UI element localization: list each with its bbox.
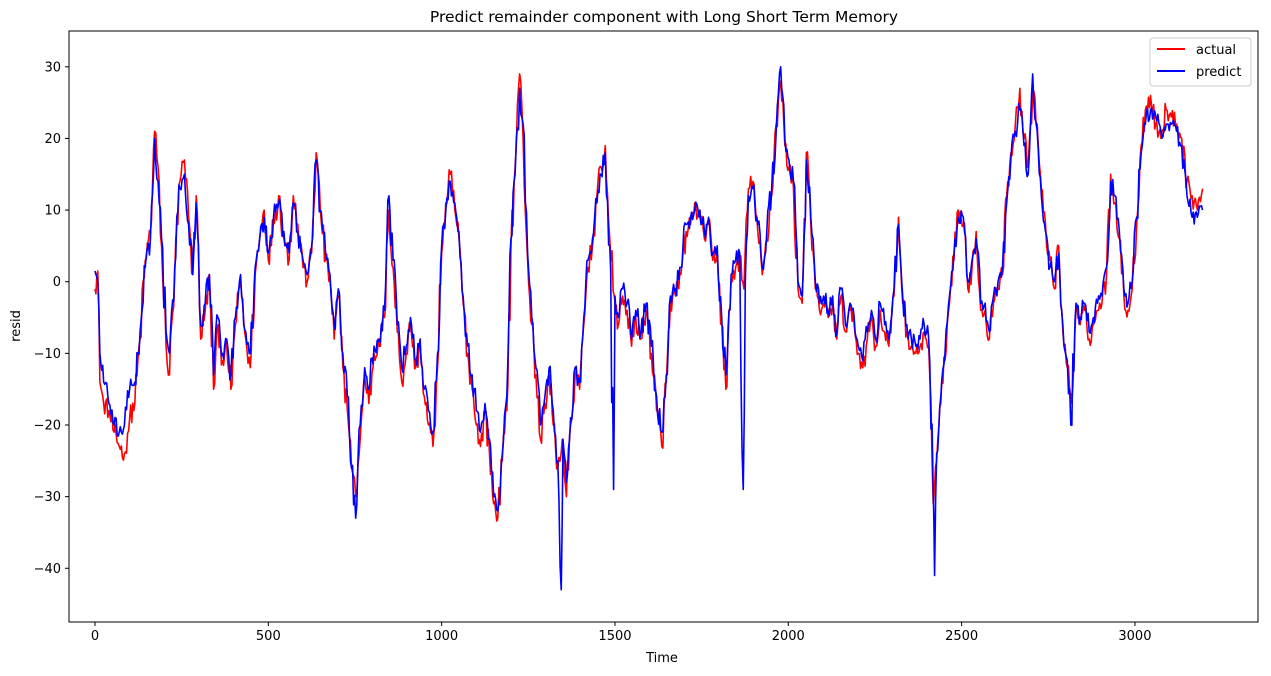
y-tick-label: −30 bbox=[34, 490, 61, 505]
y-axis-label: resid bbox=[9, 310, 24, 342]
y-tick-label: 30 bbox=[44, 60, 61, 75]
y-tick-label: 10 bbox=[44, 204, 61, 219]
x-tick-label: 500 bbox=[256, 629, 281, 644]
y-axis: −40 −30 −20 −10 0 10 20 30 bbox=[34, 60, 69, 577]
y-tick-label: −10 bbox=[34, 347, 61, 362]
chart-title: Predict remainder component with Long Sh… bbox=[430, 8, 898, 26]
x-tick-label: 3000 bbox=[1118, 629, 1151, 644]
x-axis: 0 500 1000 1500 2000 2500 3000 bbox=[91, 622, 1151, 644]
x-tick-label: 2500 bbox=[945, 629, 978, 644]
legend: actual predict bbox=[1149, 37, 1252, 87]
y-tick-label: −20 bbox=[34, 419, 61, 434]
plot-frame bbox=[68, 30, 1259, 623]
y-tick-label: 20 bbox=[44, 132, 61, 147]
legend-label-actual: actual bbox=[1196, 43, 1236, 58]
x-axis-label: Time bbox=[645, 651, 678, 666]
x-tick-label: 2000 bbox=[772, 629, 805, 644]
series-line-predict bbox=[94, 66, 1204, 591]
plot-area bbox=[68, 30, 1259, 623]
legend-label-predict: predict bbox=[1196, 65, 1241, 80]
y-tick-label: 0 bbox=[53, 275, 61, 290]
x-tick-label: 1500 bbox=[598, 629, 631, 644]
x-tick-label: 1000 bbox=[425, 629, 458, 644]
x-tick-label: 0 bbox=[91, 629, 99, 644]
y-tick-label: −40 bbox=[34, 562, 61, 577]
series-layer bbox=[94, 66, 1204, 591]
